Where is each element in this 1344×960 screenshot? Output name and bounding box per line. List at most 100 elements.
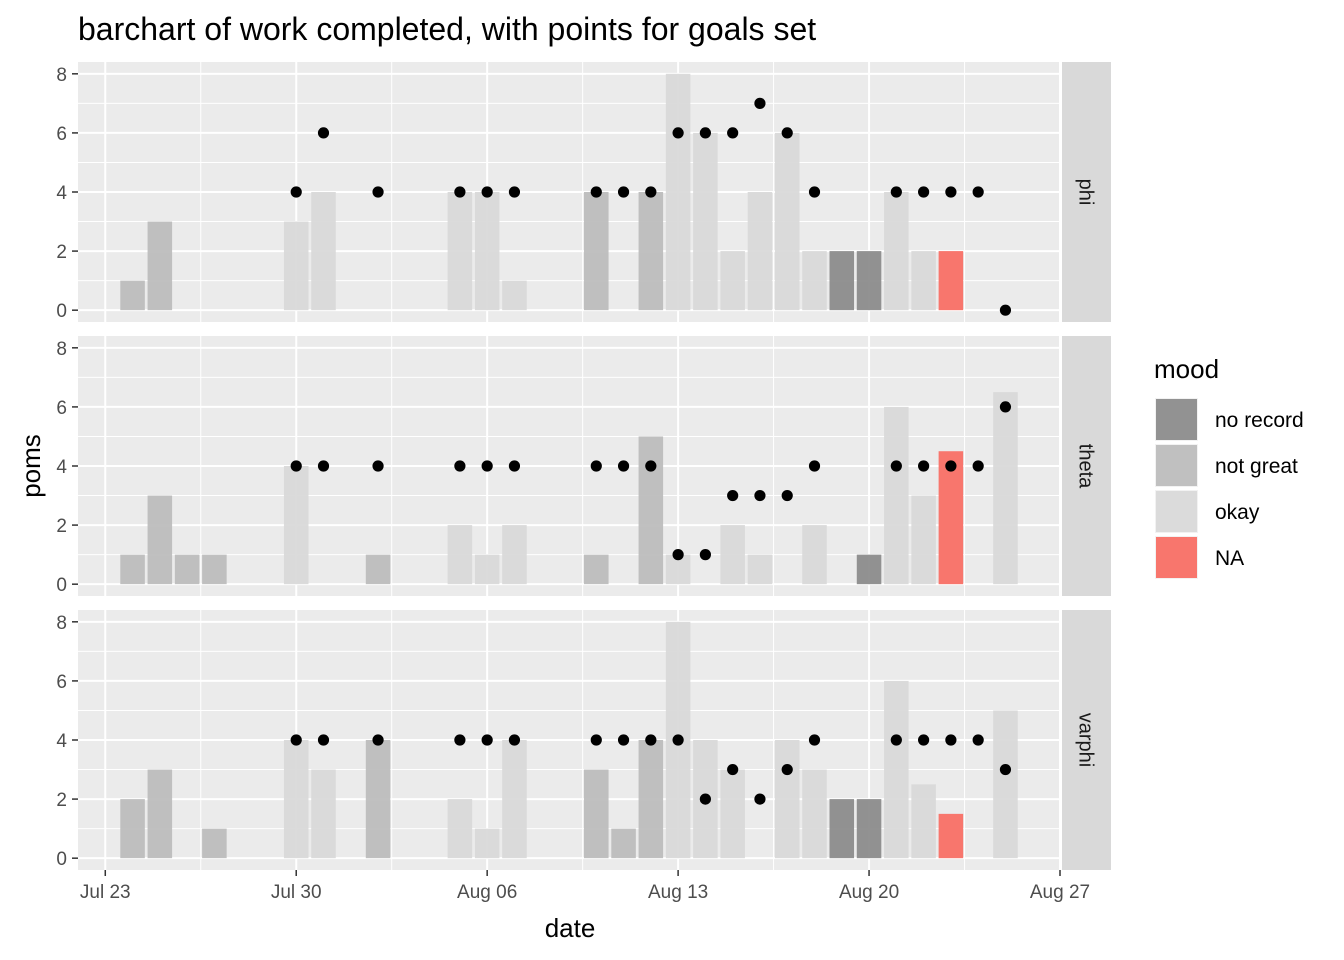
bar-varphi-2019-08-20 [856,799,882,859]
goal-point-theta-2019-08-18 [808,460,821,472]
goal-point-varphi-2019-08-05 [454,734,466,746]
goal-point-phi-2019-08-23 [945,186,957,198]
bar-phi-2019-07-24 [120,280,145,311]
bar-theta-2019-08-02 [365,554,391,585]
goal-point-theta-2019-08-23 [945,460,957,472]
bar-phi-2019-08-16 [747,192,773,311]
bar-theta-2019-08-06 [474,554,500,585]
bar-varphi-2019-08-07 [502,740,527,859]
bar-phi-2019-08-12 [638,192,664,311]
bar-varphi-2019-08-10 [584,769,609,859]
bar-phi-2019-08-13 [665,73,691,311]
strip-varphi [1062,610,1111,870]
y-tick-label: 2 [56,790,67,811]
bar-phi-2019-07-30 [283,221,309,311]
bar-varphi-2019-08-17 [774,740,800,859]
bar-theta-2019-08-18 [802,525,827,585]
bar-theta-2019-07-25 [147,495,173,585]
goal-point-varphi-2019-08-22 [918,734,930,746]
bar-varphi-2019-08-23 [938,813,964,859]
bar-theta-2019-08-05 [447,525,473,585]
bar-theta-2019-07-30 [283,466,309,585]
bar-varphi-2019-08-25 [993,710,1018,859]
legend-label: okay [1215,501,1260,524]
bar-phi-2019-08-22 [911,251,936,311]
bar-varphi-2019-08-21 [884,680,909,859]
legend-label: NA [1215,547,1244,570]
legend-label: not great [1215,455,1298,478]
bar-theta-2019-07-27 [202,554,227,585]
panel-theta: 0 2 4 6 8 theta [56,336,1111,596]
goal-point-varphi-2019-08-12 [645,734,657,746]
bar-theta-2019-08-16 [747,554,773,585]
bar-varphi-2019-07-30 [283,740,309,859]
bar-phi-2019-08-15 [720,251,745,311]
bar-phi-2019-08-19 [829,251,855,311]
bar-theta-2019-07-24 [120,554,145,585]
goal-point-theta-2019-08-11 [617,460,630,472]
goal-point-phi-2019-08-18 [808,186,821,198]
y-tick-label: 0 [56,301,67,322]
goal-point-phi-2019-08-16 [754,97,766,109]
goal-point-theta-2019-08-05 [454,460,466,472]
goal-point-phi-2019-08-07 [508,186,521,198]
goal-point-varphi-2019-07-30 [290,734,302,746]
goal-point-theta-2019-08-12 [645,460,657,472]
chart-title: barchart of work completed, with points … [78,11,816,47]
bar-varphi-2019-08-19 [829,799,855,859]
y-tick-label: 6 [56,124,67,145]
bar-varphi-2019-08-12 [638,740,664,859]
legend-title: mood [1154,354,1219,384]
bar-varphi-2019-08-05 [447,799,473,859]
bar-theta-2019-08-21 [884,406,909,585]
bar-phi-2019-08-06 [474,192,500,311]
y-tick-label: 2 [56,516,67,537]
y-tick-label: 6 [56,398,67,419]
goal-point-phi-2019-08-15 [727,127,739,139]
y-axis-label: poms [16,434,46,498]
y-tick-label: 8 [56,613,67,634]
goal-point-varphi-2019-08-06 [481,734,493,746]
goal-point-varphi-2019-08-23 [945,734,957,746]
y-tick-label: 8 [56,65,67,86]
bar-varphi-2019-08-02 [365,740,391,859]
goal-point-varphi-2019-08-02 [372,734,384,746]
y-tick-label: 4 [56,731,67,752]
goal-point-phi-2019-08-12 [645,186,657,198]
bar-varphi-2019-07-24 [120,799,145,859]
x-axis-label: date [545,913,596,943]
facet-panels: 0 2 4 6 8 phi 0 2 4 6 8 theta 0 2 4 6 8 varphi [56,62,1111,870]
bar-varphi-2019-08-06 [474,828,500,859]
goal-point-varphi-2019-08-11 [617,734,630,746]
goal-point-theta-2019-08-17 [781,489,793,502]
goal-point-phi-2019-08-02 [372,186,384,198]
bar-phi-2019-08-20 [856,251,882,311]
y-tick-label: 4 [56,183,67,204]
legend-key-swatch [1156,537,1197,578]
goal-point-theta-2019-08-16 [754,489,766,502]
panel-varphi: 0 2 4 6 8 varphi [56,610,1111,870]
legend-key-swatch [1156,491,1197,532]
goal-point-varphi-2019-08-17 [781,763,793,776]
y-tick-label: 2 [56,242,67,263]
bar-phi-2019-08-10 [584,192,609,311]
goal-point-theta-2019-07-31 [317,460,330,472]
panel-phi: 0 2 4 6 8 phi [56,62,1111,322]
strip-label-theta: theta [1075,444,1097,489]
bar-theta-2019-08-23 [938,451,964,585]
goal-point-varphi-2019-08-24 [972,734,984,746]
x-axis: Jul 23 Jul 30 Aug 06 Aug 13 Aug 20 Aug 27 [80,870,1090,903]
bar-theta-2019-08-22 [911,495,936,585]
y-tick-label: 0 [56,849,67,870]
goal-point-theta-2019-08-21 [890,460,902,472]
goal-point-phi-2019-08-24 [972,186,984,198]
goal-point-phi-2019-08-21 [890,186,902,198]
bar-varphi-2019-08-11 [611,828,636,859]
goal-point-varphi-2019-08-21 [890,734,902,746]
legend-label: no record [1215,409,1304,432]
goal-point-phi-2019-08-14 [699,127,711,139]
goal-point-varphi-2019-08-15 [727,763,739,776]
strip-phi [1062,62,1111,322]
y-tick-label: 0 [56,575,67,596]
goal-point-theta-2019-08-25 [999,401,1012,413]
